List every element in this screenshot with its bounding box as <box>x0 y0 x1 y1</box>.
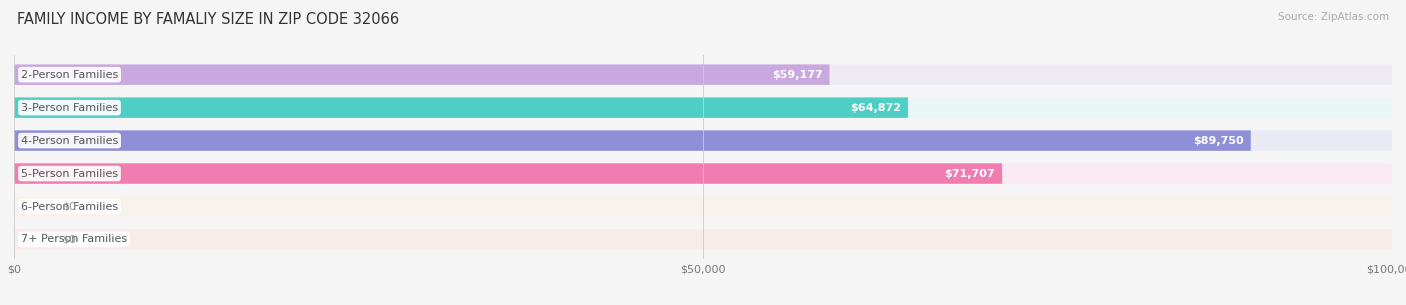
Text: FAMILY INCOME BY FAMALIY SIZE IN ZIP CODE 32066: FAMILY INCOME BY FAMALIY SIZE IN ZIP COD… <box>17 12 399 27</box>
Text: 4-Person Families: 4-Person Families <box>21 136 118 145</box>
FancyBboxPatch shape <box>14 130 1251 151</box>
FancyBboxPatch shape <box>14 64 1392 85</box>
Text: $59,177: $59,177 <box>772 70 823 80</box>
FancyBboxPatch shape <box>14 163 1392 184</box>
FancyBboxPatch shape <box>14 196 1392 217</box>
Text: $89,750: $89,750 <box>1194 136 1244 145</box>
Text: 6-Person Families: 6-Person Families <box>21 202 118 211</box>
Text: 7+ Person Families: 7+ Person Families <box>21 235 127 245</box>
Text: $71,707: $71,707 <box>945 169 995 178</box>
Text: 5-Person Families: 5-Person Families <box>21 169 118 178</box>
Text: $0: $0 <box>62 202 76 211</box>
FancyBboxPatch shape <box>14 64 830 85</box>
Text: 3-Person Families: 3-Person Families <box>21 103 118 113</box>
FancyBboxPatch shape <box>14 130 1392 151</box>
FancyBboxPatch shape <box>14 229 1392 250</box>
Text: $64,872: $64,872 <box>851 103 901 113</box>
FancyBboxPatch shape <box>14 163 1002 184</box>
FancyBboxPatch shape <box>14 97 1392 118</box>
Text: $0: $0 <box>62 235 76 245</box>
Text: Source: ZipAtlas.com: Source: ZipAtlas.com <box>1278 12 1389 22</box>
Text: 2-Person Families: 2-Person Families <box>21 70 118 80</box>
FancyBboxPatch shape <box>14 97 908 118</box>
